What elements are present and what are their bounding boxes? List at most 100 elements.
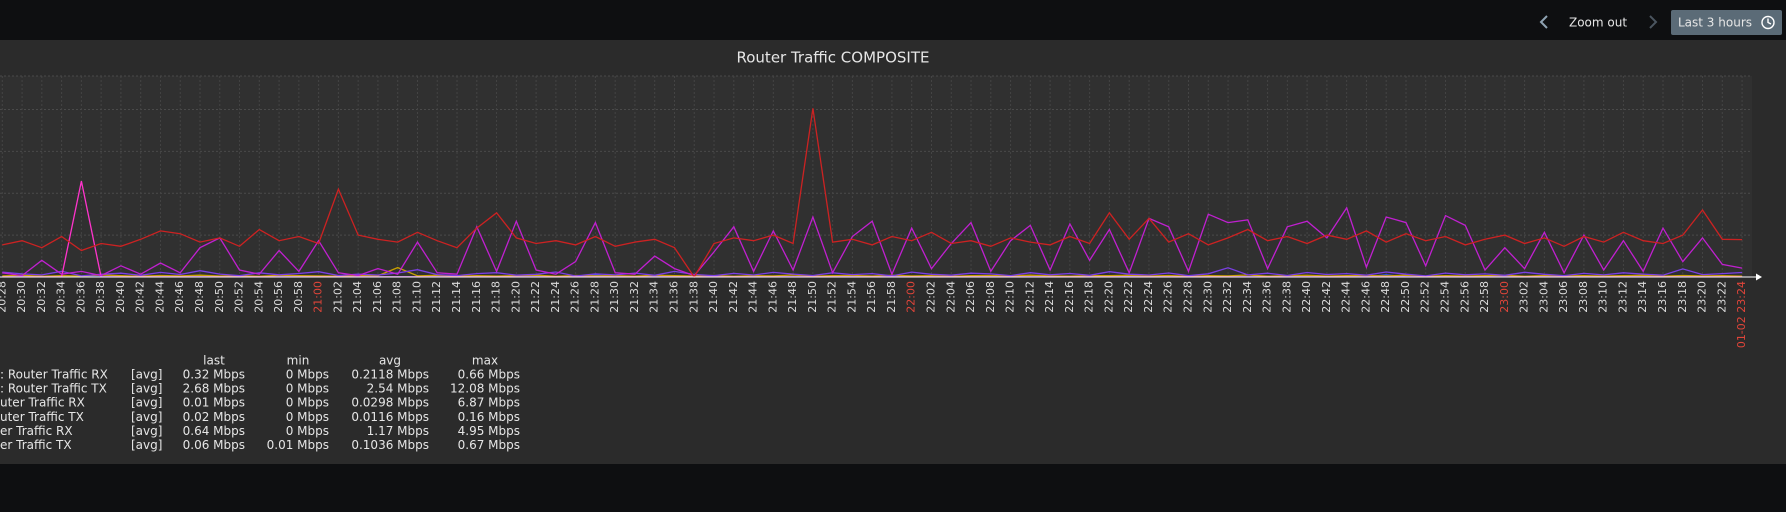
legend-stat: 2.68 Mbps xyxy=(183,382,245,396)
x-axis-arrow xyxy=(1756,273,1762,281)
x-tick-label: 22:22 xyxy=(1122,281,1135,313)
x-tick-label: 20:48 xyxy=(193,281,206,313)
x-tick-label: 22:38 xyxy=(1280,281,1293,313)
time-range-button[interactable] xyxy=(1671,10,1782,35)
legend-header: max xyxy=(472,354,498,368)
x-tick-label: 21:02 xyxy=(331,281,344,313)
x-tick-label: 22:48 xyxy=(1379,281,1392,313)
legend-stat: 0.67 Mbps xyxy=(458,438,520,452)
x-tick-label: 22:34 xyxy=(1241,281,1254,313)
x-tick-label: 20:34 xyxy=(55,281,68,313)
x-tick-label: 22:12 xyxy=(1023,281,1036,313)
series-line xyxy=(2,206,1743,277)
legend-stat: 0 Mbps xyxy=(286,368,329,382)
x-tick-label: 21:24 xyxy=(549,281,562,313)
x-tick-label: 20:52 xyxy=(233,281,246,313)
clock-hands xyxy=(1767,18,1772,25)
next-button[interactable] xyxy=(1649,15,1658,29)
legend-stat: 0.01 Mbps xyxy=(267,438,329,452)
x-tick-label: 23:16 xyxy=(1656,281,1669,313)
x-tick-label: 20:40 xyxy=(114,281,127,313)
x-tick-label: 21:44 xyxy=(747,281,760,313)
x-tick-label: 21:06 xyxy=(371,281,384,313)
legend-stat: 4.95 Mbps xyxy=(458,424,520,438)
x-tick-label: 22:40 xyxy=(1300,281,1313,313)
x-tick-label: 21:14 xyxy=(450,281,463,313)
x-tick-label: 22:36 xyxy=(1261,281,1274,313)
x-tick-label: 21:28 xyxy=(588,281,601,313)
x-tick-label: 21:00 xyxy=(312,281,325,313)
x-tick-label: 22:46 xyxy=(1359,281,1372,313)
legend-name: uter Traffic TX xyxy=(0,410,84,424)
x-tick-label: 22:52 xyxy=(1419,281,1432,313)
legend-stat: 0.06 Mbps xyxy=(183,438,245,452)
legend-func: [avg] xyxy=(131,368,162,382)
x-tick-label: 21:20 xyxy=(509,281,522,313)
x-tick-label: 21:36 xyxy=(667,281,680,313)
x-tick-label: 22:06 xyxy=(964,281,977,313)
x-tick-label: 22:16 xyxy=(1063,281,1076,313)
x-tick-label: 23:12 xyxy=(1616,281,1629,313)
legend: last min avg max: Router Traffic RX [avg] 0.3… xyxy=(0,354,520,453)
x-tick-label: 23:20 xyxy=(1696,281,1709,313)
x-tick-label: 21:52 xyxy=(826,281,839,313)
x-tick-label: 21:40 xyxy=(707,281,720,313)
x-tick-label: 22:58 xyxy=(1478,281,1491,313)
x-tick-label: 20:42 xyxy=(134,281,147,313)
legend-name: : Router Traffic RX xyxy=(0,368,108,382)
legend-stat: 1.17 Mbps xyxy=(367,424,429,438)
x-tick-label: 21:50 xyxy=(806,281,819,313)
legend-stat: 0 Mbps xyxy=(286,410,329,424)
x-tick-labels: 20:28 20:30 20:32 20:34 20:36 20:38 20:40 20:42… xyxy=(0,281,1748,348)
legend-name: : Router Traffic TX xyxy=(0,382,107,396)
legend-stat: 12.08 Mbps xyxy=(450,382,520,396)
legend-stat: 0.1036 Mbps xyxy=(351,438,429,452)
clock-icon xyxy=(1761,15,1775,30)
series-line xyxy=(2,266,1743,277)
x-tick-label: 22:26 xyxy=(1162,281,1175,313)
legend-stat: 2.54 Mbps xyxy=(367,382,429,396)
x-tick-label: 20:36 xyxy=(74,281,87,313)
x-tick-label: 22:54 xyxy=(1439,281,1452,313)
x-tick-label: 22:32 xyxy=(1221,281,1234,313)
zoom-out-button[interactable]: Zoom out xyxy=(1569,16,1627,30)
x-tick-label: 21:30 xyxy=(608,281,621,313)
x-tick-label: 22:56 xyxy=(1458,281,1471,313)
chart-title: Router Traffic COMPOSITE xyxy=(737,49,930,67)
legend-func: [avg] xyxy=(131,410,162,424)
x-tick-label: 21:04 xyxy=(351,281,364,313)
x-tick-label: 21:18 xyxy=(490,281,503,313)
x-tick-label: 21:12 xyxy=(430,281,443,313)
x-tick-label: 23:10 xyxy=(1597,281,1610,313)
x-tick-label: 22:00 xyxy=(905,281,918,313)
series-line xyxy=(2,108,1743,279)
x-tick-label: 23:22 xyxy=(1715,281,1728,313)
x-tick-label: 22:18 xyxy=(1083,281,1096,313)
legend-func: [avg] xyxy=(131,424,162,438)
x-tick-label: 20:56 xyxy=(272,281,285,313)
x-tick-label: 23:04 xyxy=(1537,281,1550,313)
x-tick-label: 20:32 xyxy=(35,281,48,313)
legend-header: min xyxy=(287,354,310,368)
x-tick-label: 22:02 xyxy=(924,281,937,313)
x-tick-label: 23:06 xyxy=(1557,281,1570,313)
x-tick-label: 21:58 xyxy=(885,281,898,313)
legend-stat: 0.16 Mbps xyxy=(458,410,520,424)
x-tick-label: 20:46 xyxy=(173,281,186,313)
prev-button[interactable] xyxy=(1539,15,1548,29)
x-tick-label: 22:44 xyxy=(1340,281,1353,313)
time-range-label[interactable]: Last 3 hours xyxy=(1678,16,1752,30)
x-tick-label: 23:14 xyxy=(1636,281,1649,313)
x-tick-label: 22:14 xyxy=(1043,281,1056,313)
x-tick-label: 21:26 xyxy=(569,281,582,313)
legend-stat: 0.02 Mbps xyxy=(183,410,245,424)
x-tick-label: 20:38 xyxy=(94,281,107,313)
x-tick-label: 21:34 xyxy=(648,281,661,313)
x-tick-label: 20:54 xyxy=(252,281,265,313)
series-line xyxy=(2,267,1743,277)
x-tick-label: 22:42 xyxy=(1320,281,1333,313)
legend-stat: 0.01 Mbps xyxy=(183,396,245,410)
x-tick-label: 20:50 xyxy=(213,281,226,313)
legend-stat: 0 Mbps xyxy=(286,424,329,438)
x-tick-label: 21:22 xyxy=(529,281,542,313)
